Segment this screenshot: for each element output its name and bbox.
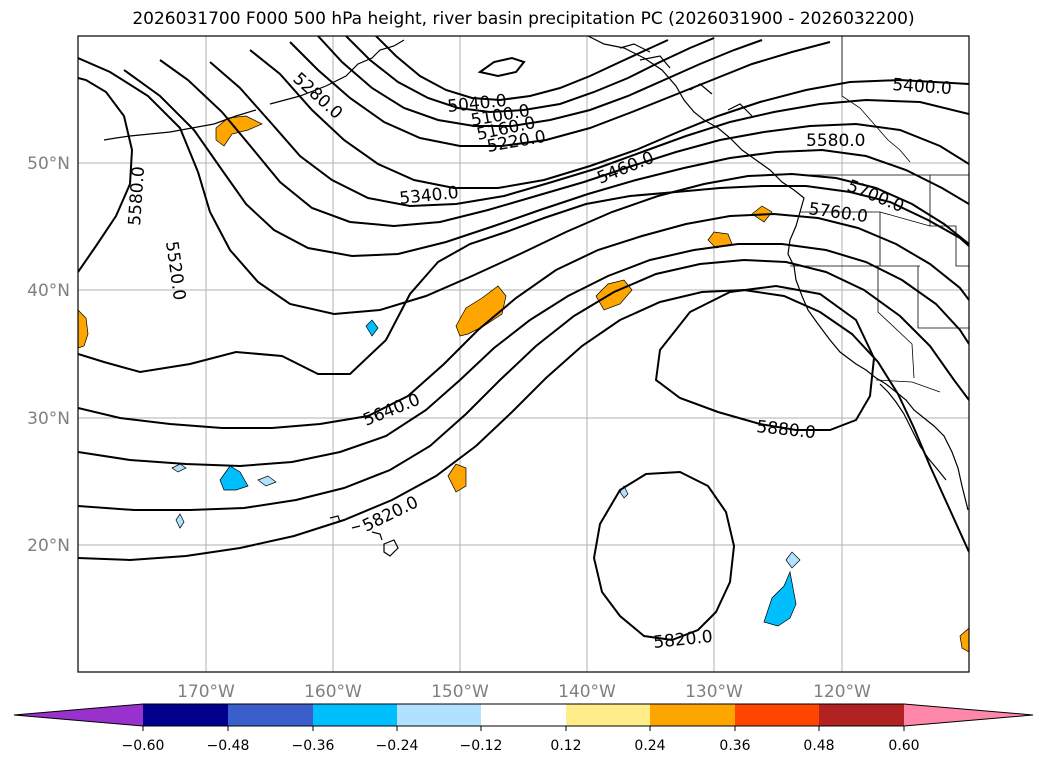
colorbar-tick-label: −0.24 bbox=[376, 738, 419, 754]
coastline-gulf-of-alaska bbox=[587, 36, 805, 213]
colorbar-bin-5 bbox=[481, 704, 566, 726]
contour-5160 bbox=[317, 36, 763, 127]
colorbar-bin-4 bbox=[397, 704, 481, 726]
contour-5580 bbox=[78, 185, 969, 375]
colorbar-bin-6 bbox=[566, 704, 650, 726]
colorbar-tick-label: 0.24 bbox=[634, 738, 665, 754]
border-alaska-canada bbox=[841, 36, 911, 163]
precip-patch-neg-5 bbox=[175, 513, 185, 529]
contour-label-5580-east: 5580.0 bbox=[806, 131, 865, 151]
lon-label-130w: 130°W bbox=[685, 682, 743, 702]
colorbar-bin-2 bbox=[228, 704, 313, 726]
colorbar-tick-label: 0.12 bbox=[550, 738, 581, 754]
precip-patch-west-edge bbox=[78, 309, 89, 349]
lat-label-50n: 50°N bbox=[27, 154, 70, 174]
contour-label-5580-west: 5580.0 bbox=[125, 166, 149, 227]
contour-5100 bbox=[345, 36, 715, 114]
coastline-alaska-peninsula bbox=[269, 39, 405, 105]
precip-patch-neg-4 bbox=[257, 475, 277, 487]
colorbar-bin-8 bbox=[735, 704, 819, 726]
colorbar-bin-1 bbox=[143, 704, 228, 726]
colorbar-tick-label: −0.48 bbox=[207, 738, 250, 754]
contour-5520 bbox=[78, 57, 969, 316]
contour-5040 bbox=[375, 36, 669, 102]
border-ca-nv bbox=[877, 266, 915, 379]
colorbar-bin-9 bbox=[819, 704, 904, 726]
colorbar-extend-right bbox=[904, 704, 1033, 726]
lon-label-170w: 170°W bbox=[177, 682, 235, 702]
colorbar-extend-left bbox=[14, 704, 143, 726]
coastline-islands-north bbox=[619, 43, 753, 117]
border-us-mexico bbox=[875, 379, 941, 393]
precip-patch-central-band bbox=[455, 285, 507, 337]
lat-label-30n: 30°N bbox=[27, 409, 70, 429]
colorbar-tick-label: 0.60 bbox=[888, 738, 919, 754]
contour-5220 bbox=[289, 41, 831, 147]
latitude-labels: 50°N 40°N 30°N 20°N bbox=[27, 154, 70, 556]
precip-patch-se-edge bbox=[959, 627, 969, 653]
contour-5340 bbox=[209, 61, 969, 208]
contour-5460 bbox=[123, 69, 969, 258]
map-title: 2026031700 F000 500 hPa height, river ba… bbox=[132, 9, 915, 29]
colorbar-tick-label: −0.60 bbox=[122, 738, 165, 754]
colorbar-ticks bbox=[142, 726, 905, 731]
precip-patches bbox=[78, 115, 969, 653]
contour-5280 bbox=[249, 49, 969, 189]
precip-patch-neg-3 bbox=[171, 463, 187, 473]
colorbar-tick-label: 0.36 bbox=[719, 738, 750, 754]
contour-5820-closed bbox=[592, 470, 736, 642]
colorbar-bin-7 bbox=[650, 704, 735, 726]
contour-5880-closed bbox=[654, 284, 876, 431]
colorbar-tick-label: −0.36 bbox=[292, 738, 335, 754]
contour-5040-closed bbox=[477, 56, 526, 78]
lon-label-150w: 150°W bbox=[431, 682, 489, 702]
border-mt bbox=[929, 175, 969, 267]
precip-patch-south-central bbox=[447, 463, 467, 493]
height-contours bbox=[78, 36, 969, 642]
colorbar-tick-label: −0.12 bbox=[460, 738, 503, 754]
contour-label-5400: 5400.0 bbox=[892, 75, 953, 99]
border-nv-ut bbox=[917, 266, 969, 329]
colorbar-tick-label: 0.48 bbox=[803, 738, 834, 754]
lon-label-140w: 140°W bbox=[558, 682, 616, 702]
coastline-baja bbox=[879, 383, 947, 481]
lat-label-20n: 20°N bbox=[27, 536, 70, 556]
contour-5760 bbox=[78, 258, 969, 511]
lon-label-160w: 160°W bbox=[304, 682, 362, 702]
lon-label-120w: 120°W bbox=[813, 682, 871, 702]
colorbar: −0.60 −0.48 −0.36 −0.24 −0.12 0.12 0.24 … bbox=[13, 703, 1034, 754]
colorbar-bin-3 bbox=[313, 704, 397, 726]
contour-5580-west bbox=[78, 77, 134, 273]
longitude-labels: 170°W 160°W 150°W 140°W 130°W 120°W bbox=[177, 682, 871, 702]
contour-5820-north bbox=[78, 288, 969, 562]
precip-patch-neg-8 bbox=[785, 551, 801, 569]
contour-5700 bbox=[78, 243, 969, 468]
precip-patch-neg-1 bbox=[365, 319, 379, 337]
coastline-hawaii bbox=[329, 515, 399, 557]
contour-5640 bbox=[78, 212, 969, 429]
contour-5400 bbox=[159, 59, 969, 228]
precip-patch-neg-7 bbox=[763, 570, 797, 627]
lat-label-40n: 40°N bbox=[27, 281, 70, 301]
map-frame bbox=[77, 35, 970, 673]
political-borders bbox=[790, 36, 969, 393]
